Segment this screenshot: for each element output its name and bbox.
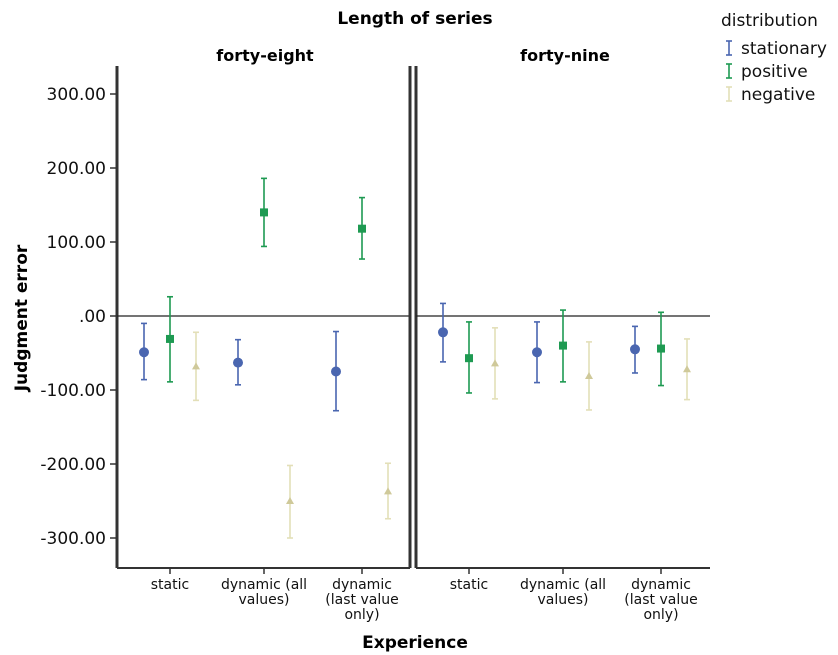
error-bar-stationary: [139, 322, 149, 381]
error-bar-positive: [559, 309, 567, 383]
x-tick-label: static: [450, 577, 488, 593]
y-tick-label: 300.00: [47, 85, 106, 105]
error-bar-stationary: [438, 302, 448, 363]
mean-point-stationary: [532, 347, 542, 358]
mean-point-stationary: [630, 344, 640, 355]
error-bar-stationary: [233, 338, 243, 386]
mean-point-positive: [657, 344, 665, 353]
x-axis-label: Experience: [362, 633, 468, 653]
error-bar-negative: [286, 464, 294, 539]
x-tick-label: dynamic (all values): [520, 577, 606, 608]
legend-label-stationary: stationary: [741, 39, 827, 59]
mean-point-positive: [166, 334, 174, 343]
error-bar-stationary: [532, 321, 542, 384]
mean-point-positive: [358, 224, 366, 233]
legend-title: distribution: [721, 11, 818, 31]
error-bar-positive: [260, 177, 268, 248]
y-tick-label: 100.00: [47, 233, 106, 253]
mean-point-negative: [286, 497, 294, 504]
mean-point-negative: [585, 371, 593, 379]
mean-point-positive: [559, 341, 567, 350]
mean-point-positive: [260, 208, 268, 217]
error-bar-stationary: [630, 325, 640, 374]
y-tick-label: -100.00: [40, 381, 106, 401]
legend: stationary positive negative: [726, 39, 827, 105]
x-tick-label: dynamic (last value only): [325, 577, 398, 623]
mean-point-positive: [465, 354, 473, 363]
legend-label-positive: positive: [741, 62, 808, 82]
x-tick-label: static: [151, 577, 189, 593]
error-bar-negative: [585, 341, 593, 411]
panel-title-forty-nine: forty-nine: [520, 46, 610, 65]
mean-point-negative: [491, 359, 499, 367]
mean-point-negative: [192, 362, 200, 370]
error-bar-negative: [491, 327, 499, 400]
error-bar-negative: [683, 338, 691, 401]
y-tick-label: -200.00: [40, 455, 106, 475]
error-bar-positive: [166, 295, 174, 383]
y-tick-label: -300.00: [40, 529, 106, 549]
mean-point-negative: [384, 487, 392, 495]
plot-area: 300.00 200.00 100.00 .00 -100.00 -200.00 -300.…: [40, 66, 710, 623]
x-tick-label: dynamic (all values): [221, 577, 307, 608]
error-bar-positive: [657, 311, 665, 387]
mean-point-stationary: [233, 357, 243, 368]
y-tick-label: .00: [79, 307, 106, 327]
error-bar-negative: [192, 331, 200, 402]
error-bar-stationary: [331, 330, 341, 412]
chart-title: Length of series: [337, 9, 492, 29]
legend-label-negative: negative: [741, 85, 815, 105]
mean-point-stationary: [331, 366, 341, 377]
mean-point-negative: [683, 365, 691, 373]
error-bar-positive: [465, 321, 473, 394]
y-tick-label: 200.00: [47, 159, 106, 179]
mean-point-stationary: [438, 327, 448, 338]
x-tick-label: dynamic (last value only): [624, 577, 697, 623]
error-bar-positive: [358, 196, 366, 260]
error-bar-negative: [384, 462, 392, 520]
y-axis-label: Judgment error: [12, 244, 32, 392]
panel-title-forty-eight: forty-eight: [216, 46, 314, 65]
mean-point-stationary: [139, 347, 149, 358]
